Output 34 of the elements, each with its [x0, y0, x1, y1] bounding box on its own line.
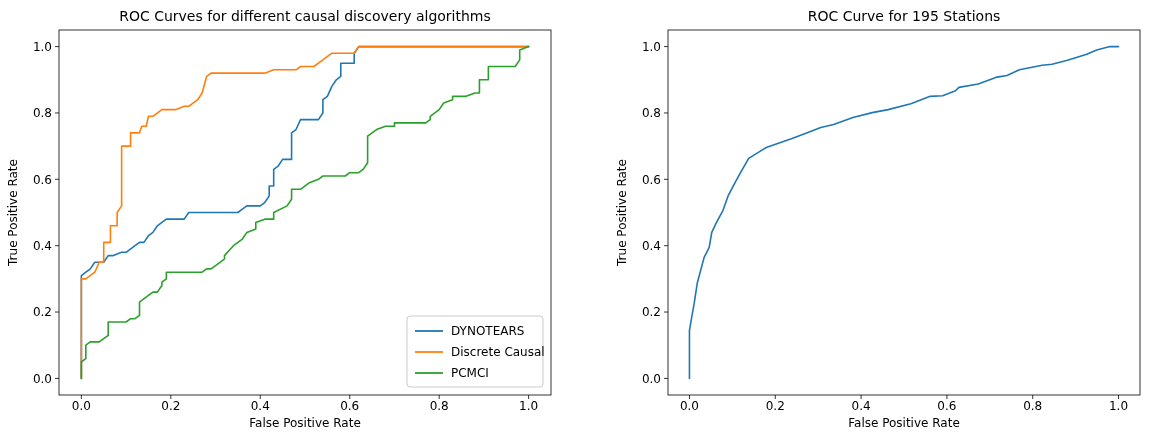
- line-series: [688, 45, 1120, 380]
- y-tick-label: 0.8: [641, 106, 661, 121]
- y-tick-label: 0.0: [641, 371, 661, 386]
- y-tick-label: 0.0: [32, 371, 52, 386]
- chart-title: ROC Curves for different causal discovery algorithms: [119, 8, 491, 24]
- y-tick-label: 0.8: [32, 106, 52, 121]
- legend-label: PCMCI: [451, 366, 489, 381]
- y-axis-title: True Positive Rate: [6, 159, 20, 267]
- x-tick-label: 0.2: [765, 399, 785, 413]
- x-tick-label: 0.0: [679, 399, 699, 413]
- x-axis-title: False Positive Rate: [848, 416, 960, 430]
- y-tick-label: 1.0: [32, 39, 52, 54]
- x-tick-label: 0.2: [161, 399, 181, 413]
- x-tick-label: 0.4: [250, 399, 270, 413]
- x-tick-label: 1.0: [519, 399, 539, 413]
- y-tick-label: 0.4: [32, 238, 52, 253]
- y-tick-label: 0.2: [641, 305, 661, 320]
- chart-title: ROC Curve for 195 Stations: [807, 8, 1001, 24]
- y-tick-label: 0.6: [641, 172, 661, 187]
- x-tick-label: 0.6: [340, 399, 360, 413]
- y-axis-title: True Positive Rate: [615, 159, 629, 267]
- legend-label: Discrete Causal: [451, 345, 545, 360]
- y-tick-label: 0.4: [641, 238, 661, 253]
- y-tick-label: 0.2: [32, 305, 52, 320]
- legend-label: DYNOTEARS: [451, 324, 525, 339]
- x-tick-label: 0.8: [1023, 399, 1043, 413]
- x-tick-label: 0.0: [71, 399, 91, 413]
- x-tick-label: 0.4: [851, 399, 871, 413]
- y-tick-label: 1.0: [641, 39, 661, 54]
- y-tick-label: 0.6: [32, 172, 52, 187]
- x-tick-label: 0.8: [429, 399, 449, 413]
- x-tick-label: 0.6: [937, 399, 957, 413]
- x-tick-label: 1.0: [1109, 399, 1129, 413]
- x-axis-title: False Positive Rate: [249, 416, 361, 430]
